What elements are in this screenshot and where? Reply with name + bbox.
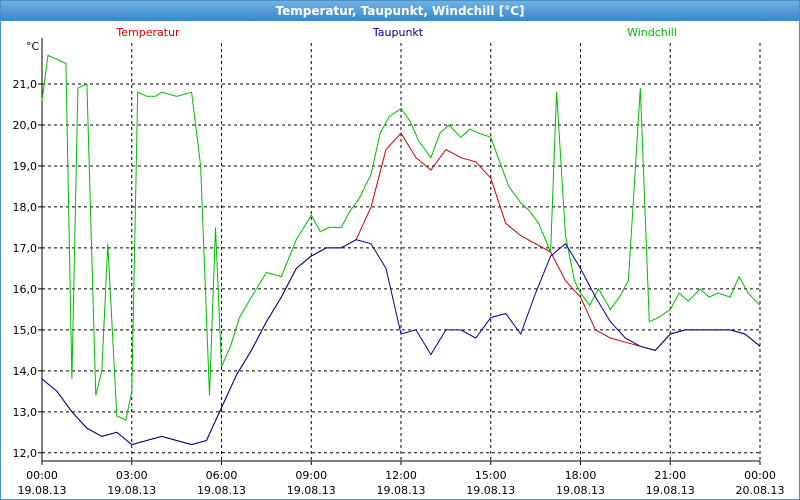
y-axis-unit: °C [26,40,40,53]
series-line-taupunkt [41,239,761,446]
x-tick-label-time: 18:00 [565,469,597,482]
x-tick-label-time: 21:00 [654,469,686,482]
x-tick-label-date: 19.08.13 [646,484,695,497]
x-tick-label-time: 09:00 [295,469,327,482]
y-tick-label: 16,0 [13,283,38,296]
legend-label: Taupunkt [372,26,424,39]
y-tick-label: 20,0 [13,119,38,132]
series-line-windchill [41,54,761,421]
y-tick-label: 19,0 [13,160,38,173]
legend-label: Temperatur [115,26,180,39]
legend-label: Windchill [627,26,677,39]
x-tick-label-date: 19.08.13 [107,484,156,497]
series-lines [41,54,761,446]
x-tick-label-date: 19.08.13 [377,484,426,497]
x-tick-label-time: 12:00 [385,469,417,482]
x-tick-label-date: 19.08.13 [197,484,246,497]
y-tick-label: 12,0 [13,447,38,460]
x-tick-label-time: 00:00 [744,469,776,482]
window-title: Temperatur, Taupunkt, Windchill [°C] [1,1,799,21]
legend: Temperatur Taupunkt Windchill [115,26,677,39]
x-tick-label-date: 20.08.13 [736,484,785,497]
y-tick-label: 15,0 [13,324,38,337]
x-tick-label-time: 06:00 [206,469,238,482]
x-tick-label-date: 19.08.13 [556,484,605,497]
axes [38,38,761,465]
y-tick-label: 17,0 [13,242,38,255]
x-tick-label-time: 03:00 [116,469,148,482]
y-tick-label: 18,0 [13,201,38,214]
x-tick-label-time: 00:00 [26,469,58,482]
x-tick-label-date: 19.08.13 [18,484,67,497]
y-tick-label: 14,0 [13,365,38,378]
x-tick-label-time: 15:00 [475,469,507,482]
tick-labels: 12,0 13,0 14,0 15,0 16,0 17,0 18,0 19,0 20,0 21,0… [13,78,785,497]
y-tick-label: 13,0 [13,406,38,419]
x-tick-label-date: 19.08.13 [287,484,336,497]
x-tick-label-date: 19.08.13 [466,484,515,497]
y-tick-label: 21,0 [13,78,38,91]
